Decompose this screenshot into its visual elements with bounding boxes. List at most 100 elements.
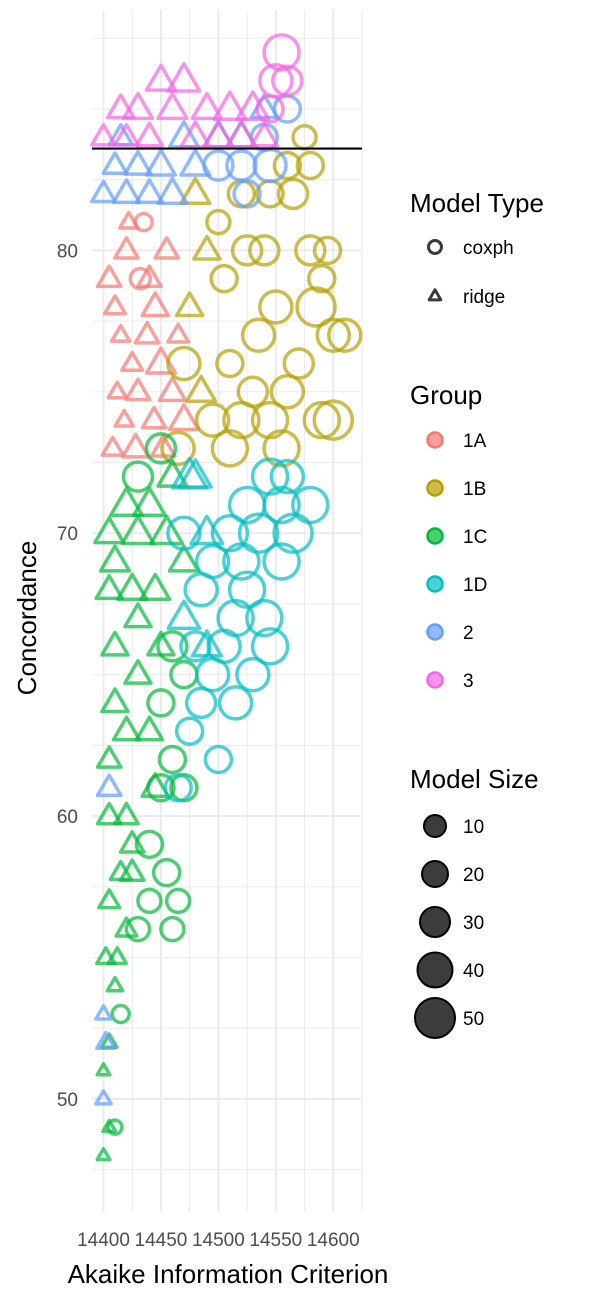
- data-point: [184, 686, 218, 720]
- data-point: [192, 234, 222, 261]
- data-point: [94, 574, 125, 601]
- data-point: [131, 486, 167, 517]
- legend-label: 50: [463, 1009, 484, 1030]
- data-point: [93, 516, 126, 545]
- data-point: [163, 773, 193, 803]
- group-key: [426, 575, 444, 593]
- x-axis: 14400 14450 14500 14550 14600: [77, 1230, 360, 1251]
- data-point: [249, 121, 280, 148]
- x-tick-label: 14500: [192, 1230, 245, 1251]
- series-1C: [93, 432, 201, 1162]
- legend-label: 2: [463, 623, 474, 644]
- legend-label: coxph: [463, 238, 514, 259]
- data-point: [95, 1062, 112, 1077]
- data-point: [240, 317, 277, 353]
- data-point: [312, 399, 355, 441]
- data-point: [109, 323, 132, 343]
- legend-label: ridge: [463, 287, 505, 308]
- size-key: [414, 997, 456, 1039]
- data-point: [144, 148, 178, 177]
- data-point: [90, 123, 117, 147]
- data-point: [120, 350, 145, 373]
- data-point: [272, 512, 314, 554]
- data-point: [166, 62, 202, 93]
- data-point: [156, 176, 189, 206]
- data-point: [156, 630, 189, 663]
- data-point: [250, 627, 290, 666]
- legend: Model Type coxph ridge Group 1A 1B 1C 1D 2 3 Model…: [410, 188, 544, 1039]
- data-point: [166, 515, 202, 551]
- circle-key: [427, 239, 443, 255]
- data-point: [179, 176, 212, 206]
- data-point: [151, 857, 182, 888]
- data-point: [95, 1030, 117, 1050]
- data-point: [106, 380, 129, 400]
- x-tick-label: 14450: [135, 1230, 188, 1251]
- data-point: [139, 572, 172, 601]
- size-key: [416, 951, 454, 989]
- size-key: [423, 814, 447, 838]
- data-point: [258, 289, 294, 325]
- data-point: [146, 688, 176, 718]
- legend-label: 1A: [463, 431, 487, 452]
- legend-label: 40: [463, 961, 484, 982]
- data-point: [120, 432, 151, 459]
- data-point: [225, 149, 258, 182]
- data-point: [123, 658, 153, 685]
- series-1B: [160, 124, 363, 468]
- data-point: [166, 345, 202, 382]
- legend-group: Group 1A 1B 1C 1D 2 3: [410, 380, 487, 692]
- data-point: [120, 514, 156, 546]
- legend-title: Model Type: [410, 188, 544, 218]
- data-point: [102, 294, 128, 316]
- group-key: [426, 479, 444, 497]
- x-tick-label: 14400: [77, 1230, 130, 1251]
- data-point: [179, 630, 212, 663]
- x-tick-label: 14600: [307, 1230, 360, 1251]
- data-point: [202, 120, 235, 149]
- data-point: [136, 887, 163, 915]
- data-point: [276, 177, 310, 211]
- data-point: [144, 63, 178, 92]
- data-point: [212, 90, 248, 122]
- y-tick-label: 70: [57, 524, 78, 545]
- y-axis-label: Concordance: [12, 541, 42, 696]
- series-1D: [163, 456, 330, 803]
- data-point: [157, 744, 188, 775]
- data-point: [128, 266, 153, 291]
- data-point: [185, 374, 218, 403]
- group-key: [426, 623, 444, 641]
- data-point: [111, 178, 142, 205]
- data-point: [232, 179, 262, 209]
- data-point: [190, 91, 224, 121]
- data-point: [140, 405, 168, 430]
- data-point: [124, 377, 152, 402]
- data-point: [108, 486, 144, 517]
- legend-label: 20: [463, 865, 484, 886]
- data-point: [159, 915, 186, 943]
- series-3: [90, 33, 304, 149]
- data-point: [272, 150, 303, 181]
- data-point: [202, 149, 235, 182]
- data-point: [157, 376, 188, 403]
- data-point: [295, 286, 337, 328]
- data-point: [121, 460, 155, 493]
- legend-model-type: Model Type coxph ridge: [410, 188, 544, 308]
- triangle-key: [427, 288, 443, 302]
- data-point: [312, 235, 343, 266]
- data-point: [95, 745, 123, 769]
- data-point: [114, 916, 139, 938]
- data-point: [203, 744, 234, 775]
- data-point: [118, 858, 146, 883]
- data-point: [167, 544, 201, 573]
- data-point: [90, 179, 117, 204]
- data-point: [315, 317, 352, 353]
- legend-label: 1D: [463, 575, 487, 596]
- data-point: [95, 946, 117, 966]
- series-1A: [95, 210, 201, 459]
- data-point: [140, 291, 170, 318]
- legend-label: 10: [463, 817, 484, 838]
- data-point: [179, 120, 212, 149]
